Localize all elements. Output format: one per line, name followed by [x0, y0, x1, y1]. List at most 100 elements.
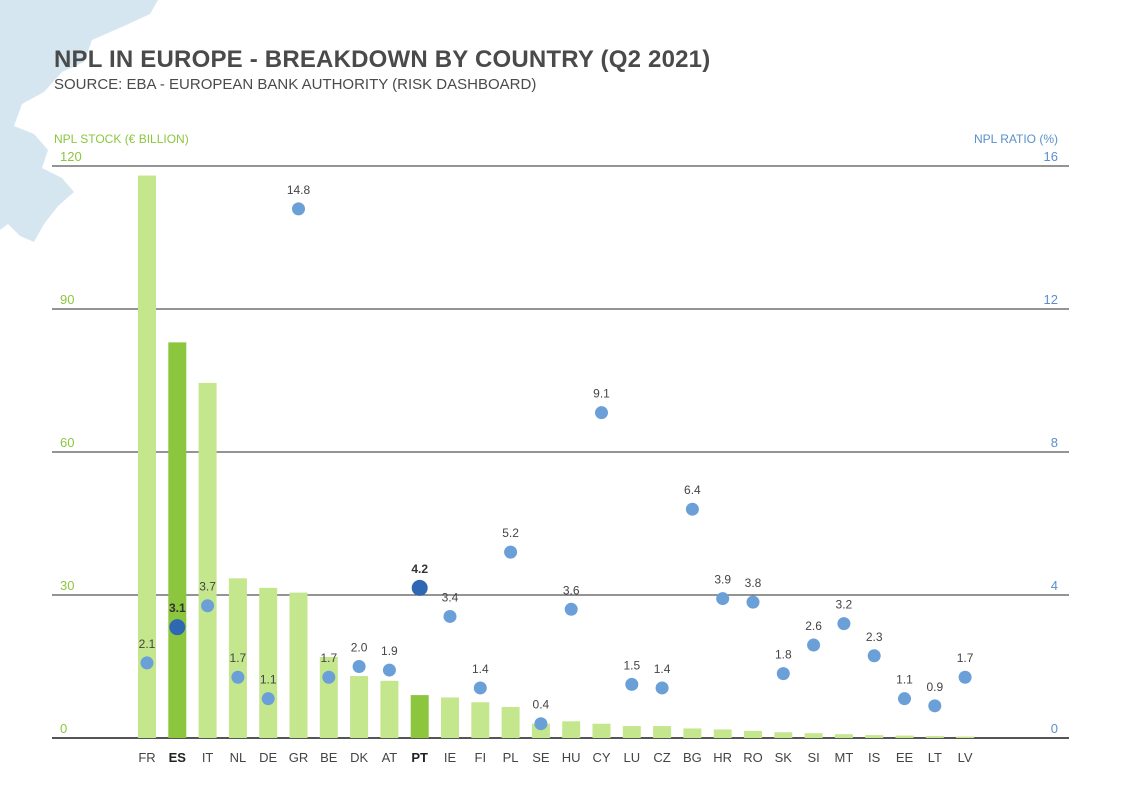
bar-ee: [895, 735, 914, 738]
ratio-label-es: 3.1: [169, 601, 186, 615]
ratio-label-pt: 4.2: [411, 562, 428, 576]
ratio-point-gr: [292, 202, 305, 216]
ratio-label-at: 1.9: [381, 644, 398, 658]
ratio-point-mt: [837, 617, 851, 631]
y-tick-right: 8: [1051, 435, 1058, 450]
x-tick-si: SI: [807, 750, 819, 765]
x-tick-fi: FI: [475, 750, 487, 765]
ratio-point-cy: [595, 406, 608, 420]
x-tick-bg: BG: [683, 750, 702, 765]
bar-fr: [138, 175, 156, 739]
ratio-point-se: [534, 717, 548, 731]
ratio-point-lv: [958, 670, 972, 684]
bar-hr: [713, 729, 732, 738]
ratio-point-sk: [776, 667, 790, 681]
x-tick-it: IT: [202, 750, 214, 765]
bar-ro: [744, 730, 762, 738]
ratio-label-be: 1.7: [320, 651, 337, 665]
ratio-label-is: 2.3: [866, 630, 883, 644]
ratio-point-nl: [231, 670, 245, 684]
ratio-label-de: 1.1: [260, 673, 277, 687]
decorative-map-shape: [0, 0, 158, 242]
ratio-point-de: [261, 692, 275, 706]
ratio-point-is: [867, 649, 881, 663]
x-tick-es: ES: [169, 750, 187, 765]
x-tick-is: IS: [868, 750, 881, 765]
ratio-label-mt: 3.2: [836, 598, 853, 612]
y-tick-left: 0: [60, 721, 67, 736]
ratio-label-lv: 1.7: [957, 651, 974, 665]
y-axis-ticks: 0 0 30 4 60 8 90 12 120 16: [60, 149, 1058, 736]
ratio-label-hu: 3.6: [563, 583, 580, 597]
y-tick-right: 12: [1044, 292, 1058, 307]
ratio-point-si: [807, 638, 821, 652]
ratio-label-ee: 1.1: [896, 673, 913, 687]
x-tick-gr: GR: [289, 750, 309, 765]
y-tick-left: 120: [60, 149, 82, 164]
bar-lv: [956, 736, 975, 738]
map-fragment: [0, 0, 158, 242]
npl-ratio-points: [140, 202, 972, 731]
bar-fi: [471, 702, 490, 738]
x-tick-cy: CY: [592, 750, 610, 765]
bar-lt: [925, 736, 944, 738]
x-tick-lt: LT: [928, 750, 942, 765]
bar-cz: [653, 726, 672, 738]
chart-subtitle: SOURCE: EBA - EUROPEAN BANK AUTHORITY (R…: [54, 76, 537, 93]
y-tick-right: 16: [1044, 149, 1058, 164]
x-tick-dk: DK: [350, 750, 368, 765]
bar-dk: [350, 676, 369, 738]
left-axis-title: NPL STOCK (€ BILLION): [54, 132, 189, 146]
ratio-data-labels: 2.1 3.1 3.7 1.7 1.1 14.8 1.7 2.0 1.9 4.2 3.4 1.4 5.2…: [139, 183, 974, 712]
x-tick-mt: MT: [835, 750, 854, 765]
chart-title: NPL IN EUROPE - BREAKDOWN BY COUNTRY (Q2…: [54, 46, 711, 73]
ratio-label-sk: 1.8: [775, 648, 792, 662]
ratio-point-be: [322, 670, 336, 684]
ratio-label-dk: 2.0: [351, 641, 368, 655]
ratio-point-lu: [625, 677, 639, 691]
x-tick-cz: CZ: [653, 750, 670, 765]
bar-lu: [622, 726, 641, 738]
x-tick-se: SE: [532, 750, 550, 765]
ratio-label-lu: 1.5: [623, 658, 640, 672]
ratio-point-dk: [352, 660, 366, 673]
x-tick-ee: EE: [896, 750, 914, 765]
bar-nl: [228, 578, 247, 738]
x-tick-ie: IE: [444, 750, 457, 765]
bar-es: [168, 342, 187, 738]
ratio-point-fr: [140, 656, 154, 670]
ratio-label-fi: 1.4: [472, 662, 489, 676]
ratio-label-pl: 5.2: [502, 526, 519, 540]
ratio-label-cy: 9.1: [593, 387, 610, 401]
ratio-label-fr: 2.1: [139, 637, 156, 651]
ratio-point-pt: [411, 579, 428, 596]
x-tick-hr: HR: [713, 750, 732, 765]
x-tick-ro: RO: [743, 750, 763, 765]
ratio-point-ee: [898, 692, 911, 706]
bar-pt: [410, 695, 429, 738]
bar-cy: [592, 723, 611, 738]
ratio-label-hr: 3.9: [714, 573, 731, 587]
ratio-label-nl: 1.7: [230, 651, 247, 665]
bar-ie: [441, 697, 459, 738]
right-axis-title: NPL RATIO (%): [974, 132, 1058, 146]
x-axis-ticks: FR ES IT NL DE GR BE DK AT PT IE FI PL SE HU CY LU CZ BG HR…: [138, 750, 973, 765]
ratio-point-cz: [655, 681, 669, 695]
ratio-point-lt: [928, 699, 942, 713]
ratio-point-ie: [443, 609, 457, 623]
x-tick-fr: FR: [138, 750, 155, 765]
ratio-label-cz: 1.4: [654, 662, 671, 676]
bar-mt: [834, 734, 853, 738]
ratio-point-es: [169, 619, 186, 636]
bar-pl: [501, 707, 520, 738]
x-tick-lu: LU: [623, 750, 640, 765]
ratio-point-ro: [746, 595, 760, 609]
y-tick-right: 4: [1051, 578, 1058, 593]
ratio-label-ie: 3.4: [442, 590, 459, 604]
bar-bg: [683, 728, 702, 738]
bar-is: [865, 735, 884, 738]
ratio-point-fi: [473, 681, 487, 695]
ratio-label-bg: 6.4: [684, 483, 701, 497]
ratio-point-it: [201, 599, 215, 613]
x-tick-de: DE: [259, 750, 277, 765]
